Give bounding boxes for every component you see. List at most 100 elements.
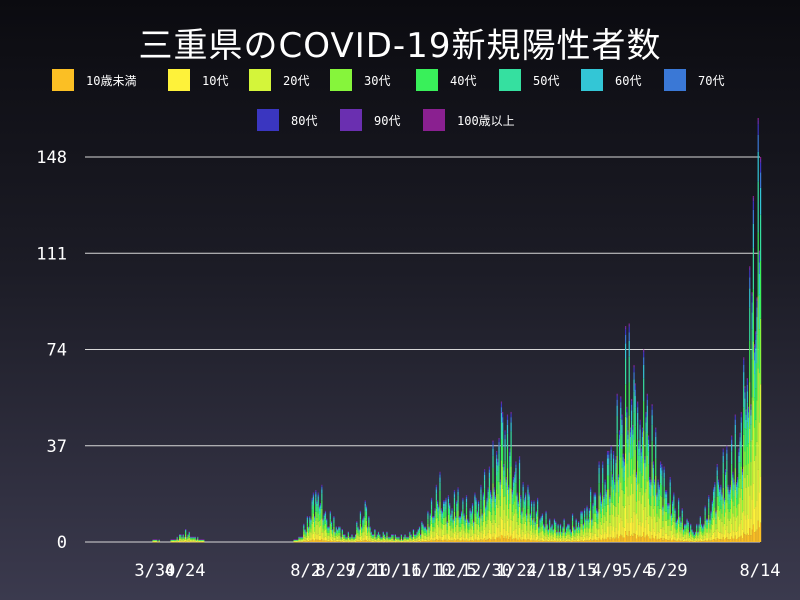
bar-segment [722,526,724,538]
bar-segment [594,533,597,540]
bar-segment [704,520,706,528]
bar-segment [496,451,498,453]
bar-segment [555,529,557,534]
bar-segment [570,532,572,534]
bar-segment [311,498,313,500]
bar-segment [564,540,566,542]
bar-segment [427,512,429,514]
bar-segment [436,511,439,518]
bar-segment [177,540,180,541]
bar-segment [530,511,533,518]
bar-segment [377,534,380,536]
bar-segment [552,529,554,531]
bar-segment [626,535,628,542]
bar-segment [727,487,729,490]
bar-segment [604,531,606,539]
bar-segment [497,507,499,528]
bar-segment [667,540,669,542]
bar-segment [522,498,524,508]
bar-segment [493,539,495,542]
bar-segment [717,479,720,481]
bar-segment [611,477,613,480]
bar-segment [668,502,670,504]
bar-segment [185,539,187,542]
bar-segment [541,514,544,516]
bar-segment [682,532,685,535]
bar-segment [462,516,464,524]
bar-segment [729,500,732,509]
bar-segment [453,504,456,512]
bar-segment [453,520,456,534]
bar-segment [362,540,364,542]
bar-segment [632,536,634,542]
bar-segment [352,538,354,539]
bar-segment [399,539,401,540]
bar-segment [539,520,541,523]
bar-segment [650,496,652,506]
bar-segment [447,507,450,515]
bar-segment [171,541,173,543]
bar-segment [508,508,510,519]
bar-segment [652,528,654,538]
bar-segment [575,524,577,529]
bar-segment [676,538,679,541]
bar-segment [412,534,415,537]
bar-segment [614,516,616,532]
bar-segment [436,517,439,525]
bar-segment [731,439,733,444]
bar-segment [387,537,389,539]
bar-segment [580,523,582,530]
legend-swatch [581,69,603,91]
bar-segment [504,477,506,497]
bar-segment [643,532,645,543]
bar-segment [459,531,462,538]
bar-segment [192,536,194,538]
bar-segment [335,530,337,533]
bar-segment [559,524,562,526]
bar-segment [747,417,750,428]
bar-segment [511,520,513,534]
bar-segment [462,509,464,517]
bar-segment [359,536,362,541]
bar-segment [427,523,429,530]
bar-segment [301,538,304,540]
bar-segment [326,518,328,520]
bar-segment [520,522,522,535]
bar-segment [710,536,712,541]
bar-segment [479,540,481,542]
bar-segment [511,490,513,491]
bar-segment [751,292,753,294]
bar-segment [301,541,304,542]
bar-segment [735,486,738,492]
bar-segment [505,504,507,516]
bar-segment [528,492,530,494]
bar-segment [476,529,478,537]
bar-segment [497,460,499,463]
bar-segment [600,503,603,507]
bar-segment [599,494,601,497]
bar-segment [550,535,552,540]
bar-segment [355,534,357,535]
bar-segment [665,539,668,542]
bar-segment [192,541,194,542]
bar-segment [451,513,453,518]
bar-segment [387,539,389,542]
bar-segment [511,494,513,498]
bar-segment [181,539,183,542]
bar-segment [577,533,580,539]
bar-segment [364,503,366,507]
bar-segment [445,504,447,510]
bar-segment [330,521,333,522]
bar-segment [440,528,442,537]
bar-segment [187,535,189,537]
bar-segment [435,485,437,488]
bar-segment [623,458,625,460]
bar-segment [473,521,475,522]
bar-segment [486,534,488,540]
bar-segment [510,412,512,414]
bar-segment [316,506,318,512]
bar-segment [556,540,558,542]
bar-segment [394,534,396,535]
bar-segment [659,528,662,538]
bar-segment [553,518,556,520]
